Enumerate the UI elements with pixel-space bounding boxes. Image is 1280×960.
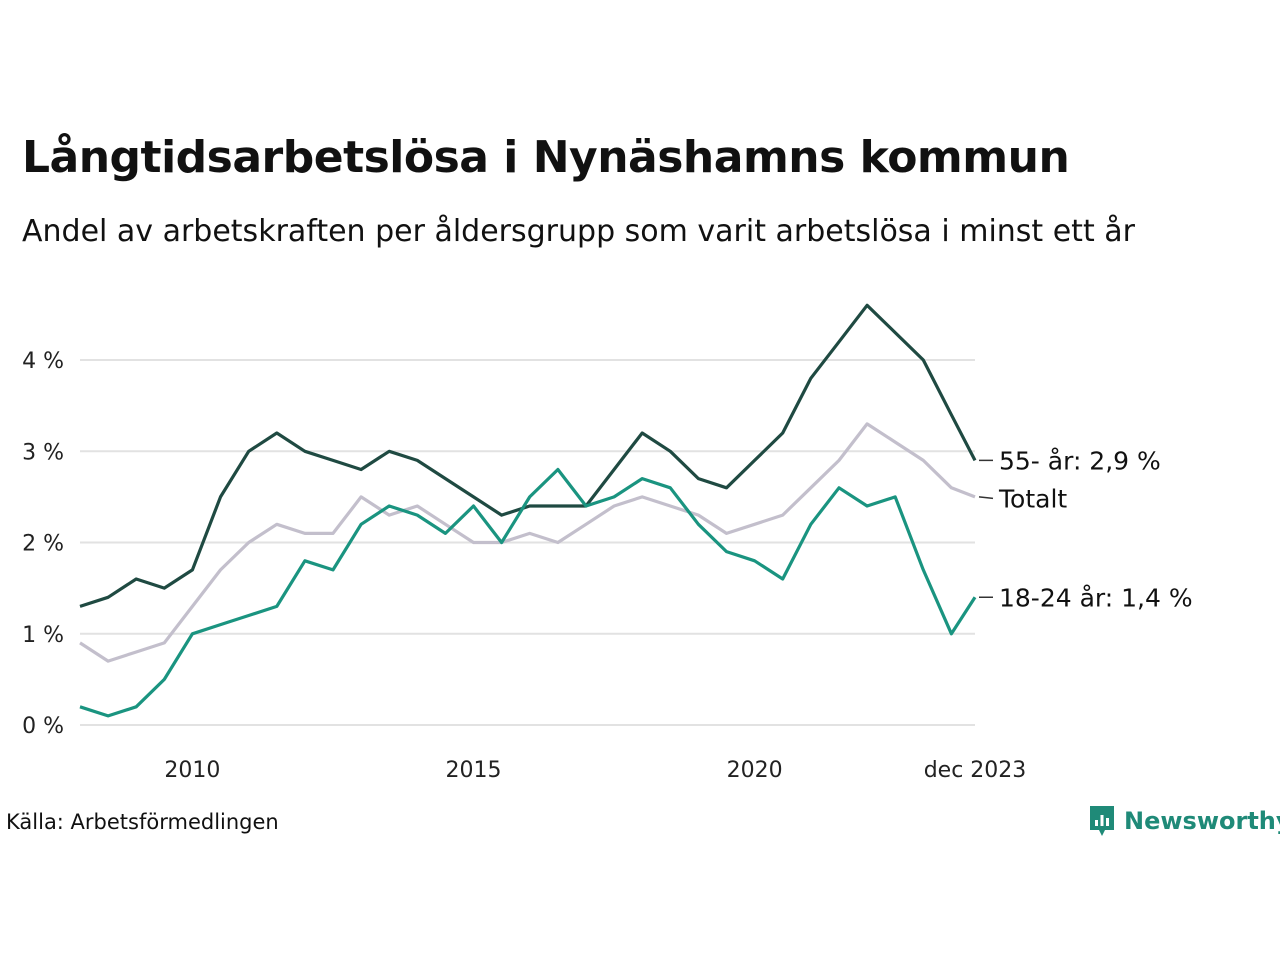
y-tick-label: 2 %: [22, 532, 64, 557]
series-line-18-24-r: [79, 467, 977, 718]
x-axis-ticks: 2010 2015 2020 dec 2023: [164, 758, 1026, 783]
end-label: 18-24 år: 1,4 %: [999, 583, 1193, 612]
series-line-55-r: [79, 303, 977, 608]
y-tick-label: 1 %: [22, 623, 64, 648]
end-label-leader: [978, 496, 994, 500]
newsworthy-logo-icon: [1090, 806, 1114, 836]
brand-logo: Newsworthy: [1088, 804, 1280, 838]
gridlines: [80, 359, 975, 726]
x-tick-label: 2015: [446, 758, 502, 783]
y-tick-label: 0 %: [22, 714, 64, 739]
x-tick-label: 2020: [727, 758, 783, 783]
y-axis-ticks: 0 % 1 % 2 % 3 % 4 %: [22, 349, 64, 739]
series-end-labels: 55- år: 2,9 % Totalt 18-24 år: 1,4 %: [978, 446, 1193, 612]
x-tick-label: dec 2023: [924, 758, 1027, 783]
chart-subtitle: Andel av arbetskraften per åldersgrupp s…: [22, 214, 1135, 249]
x-tick-label: 2010: [164, 758, 220, 783]
y-tick-label: 4 %: [22, 349, 64, 374]
end-label: 55- år: 2,9 %: [999, 446, 1161, 475]
brand-name: Newsworthy: [1124, 807, 1280, 835]
source-note: Källa: Arbetsförmedlingen: [6, 810, 279, 834]
series-lines: [79, 303, 977, 718]
series-line-totalt: [79, 422, 976, 663]
y-tick-label: 3 %: [22, 440, 64, 465]
end-label: Totalt: [998, 484, 1067, 513]
chart-title: Långtidsarbetslösa i Nynäshamns kommun: [22, 132, 1070, 183]
